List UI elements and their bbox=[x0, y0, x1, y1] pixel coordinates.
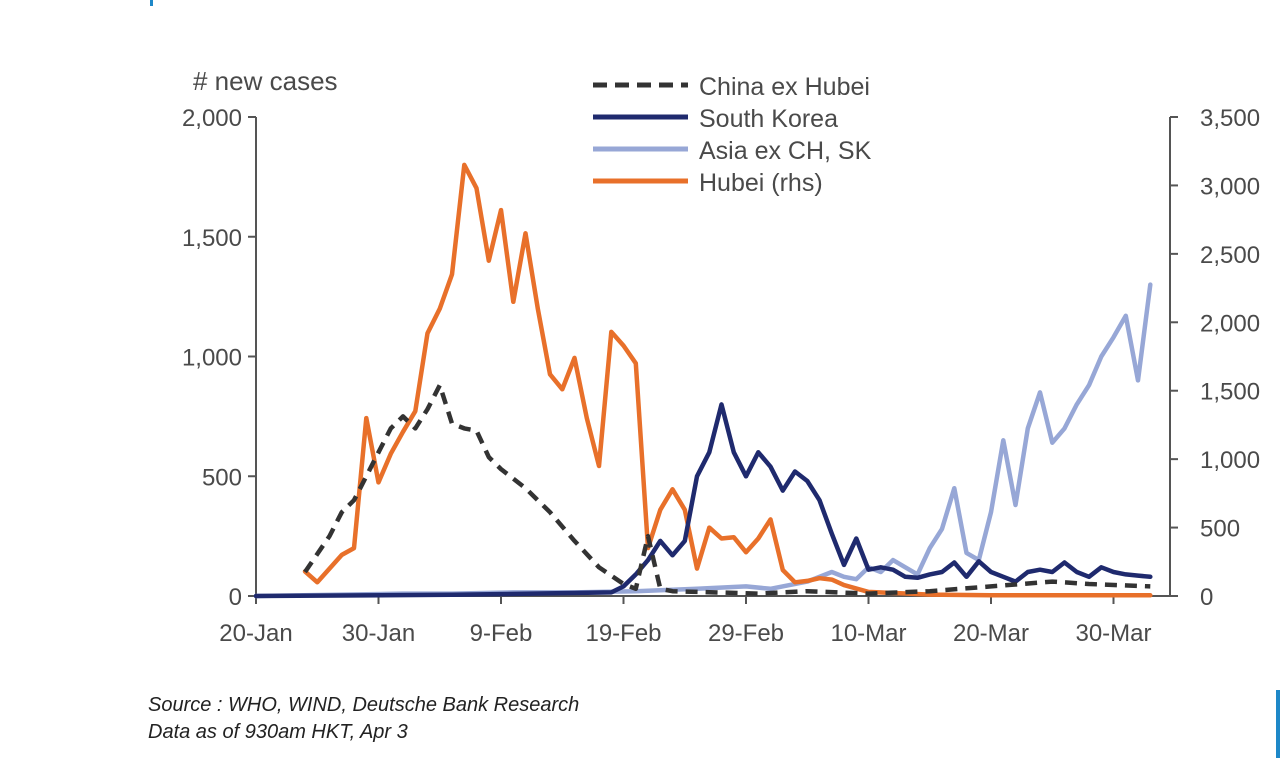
x-tick-label: 19-Feb bbox=[585, 620, 661, 647]
y-right-tick-label: 1,000 bbox=[1200, 447, 1260, 474]
x-tick-label: 9-Feb bbox=[470, 620, 533, 647]
y-left-tick-label: 500 bbox=[202, 464, 242, 491]
line-chart: 0 500 1,000 1,500 2,000 0 500 1,000 1,500 2,000 2,… bbox=[182, 66, 1260, 647]
legend-label-hubei-rhs: Hubei (rhs) bbox=[699, 169, 823, 197]
legend-label-china-ex-hubei: China ex Hubei bbox=[699, 73, 870, 101]
y-left-tick-label: 1,500 bbox=[182, 225, 242, 252]
y-left-tick-label: 0 bbox=[229, 584, 242, 611]
y-left-tick-label: 2,000 bbox=[182, 105, 242, 132]
x-tick-label: 10-Mar bbox=[830, 620, 906, 647]
x-tick-label: 30-Jan bbox=[342, 620, 415, 647]
y-right-tick-label: 1,500 bbox=[1200, 379, 1260, 406]
right-edge-accent-mark bbox=[1276, 690, 1280, 758]
series-line-south-korea bbox=[253, 402, 1153, 599]
chart-axes: 0 500 1,000 1,500 2,000 0 500 1,000 1,500 2,000 2,… bbox=[182, 105, 1260, 647]
data-date-note: Data as of 930am HKT, Apr 3 bbox=[148, 721, 408, 743]
y-right-tick-label: 3,500 bbox=[1200, 105, 1260, 132]
chart-legend: China ex Hubei South Korea Asia ex CH, SK H… bbox=[593, 73, 872, 197]
legend-label-south-korea: South Korea bbox=[699, 105, 838, 133]
series-line-asia-ex-ch-sk bbox=[253, 282, 1153, 599]
series-line-china-ex-hubei bbox=[303, 382, 1151, 596]
x-tick-label: 20-Jan bbox=[219, 620, 292, 647]
y-right-tick-label: 2,500 bbox=[1200, 242, 1260, 269]
x-tick-label: 20-Mar bbox=[953, 620, 1029, 647]
legend-label-asia-ex-ch-sk: Asia ex CH, SK bbox=[699, 137, 872, 165]
source-note: Source : WHO, WIND, Deutsche Bank Resear… bbox=[148, 694, 580, 716]
series-line-hubei-rhs bbox=[302, 162, 1153, 598]
y-right-tick-label: 0 bbox=[1200, 584, 1213, 611]
y-right-tick-label: 2,000 bbox=[1200, 310, 1260, 337]
chart-series-lines bbox=[253, 162, 1153, 599]
corner-accent-mark bbox=[150, 0, 153, 6]
x-tick-label: 29-Feb bbox=[708, 620, 784, 647]
y-axis-left-title: # new cases bbox=[193, 66, 338, 96]
x-tick-label: 30-Mar bbox=[1075, 620, 1151, 647]
y-right-tick-label: 3,000 bbox=[1200, 173, 1260, 200]
y-right-tick-label: 500 bbox=[1200, 516, 1240, 543]
y-left-tick-label: 1,000 bbox=[182, 345, 242, 372]
